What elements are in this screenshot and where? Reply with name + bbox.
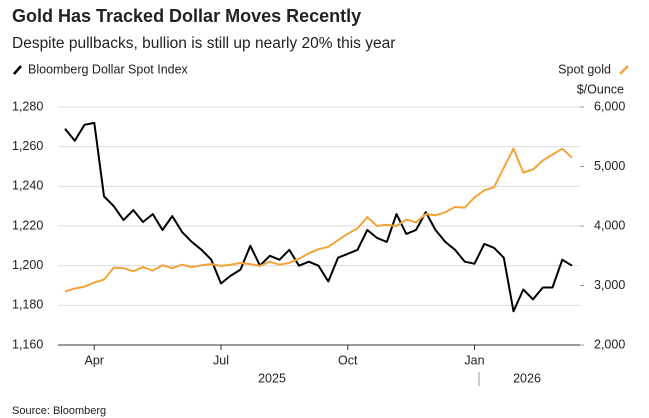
x-tick-label: Jul (213, 353, 229, 367)
legend-swatch (619, 65, 629, 75)
legend-swatch (13, 65, 22, 75)
y-tick-label: 1,200 (12, 258, 43, 272)
x-tick-label: Apr (85, 353, 104, 367)
y-tick-label: 1,240 (12, 179, 43, 193)
source: Source: Bloomberg (12, 405, 106, 417)
year-label: 2025 (258, 371, 286, 385)
y2-axis-label: $/Ounce (577, 82, 624, 96)
y-tick-label: 1,180 (12, 298, 43, 312)
y-tick-label: 1,220 (12, 218, 43, 232)
legend-label: Spot gold (558, 62, 611, 76)
chart-title: Gold Has Tracked Dollar Moves Recently (12, 6, 361, 26)
y-tick-label: 1,260 (12, 139, 43, 153)
y2-tick-label: 6,000 (594, 99, 625, 113)
series-line (64, 121, 573, 313)
year-label: 2026 (513, 371, 541, 385)
y-tick-label: 1,280 (12, 99, 43, 113)
x-tick-label: Jan (464, 353, 484, 367)
legend-label: Bloomberg Dollar Spot Index (28, 62, 189, 76)
y2-tick-label: 2,000 (594, 337, 625, 351)
series-line (64, 147, 573, 293)
y2-tick-label: 5,000 (594, 159, 625, 173)
x-tick-label: Oct (338, 353, 358, 367)
y-tick-label: 1,160 (12, 337, 43, 351)
chart-subtitle: Despite pullbacks, bullion is still up n… (12, 35, 395, 52)
y2-tick-label: 3,000 (594, 278, 625, 292)
y2-tick-label: 4,000 (594, 218, 625, 232)
